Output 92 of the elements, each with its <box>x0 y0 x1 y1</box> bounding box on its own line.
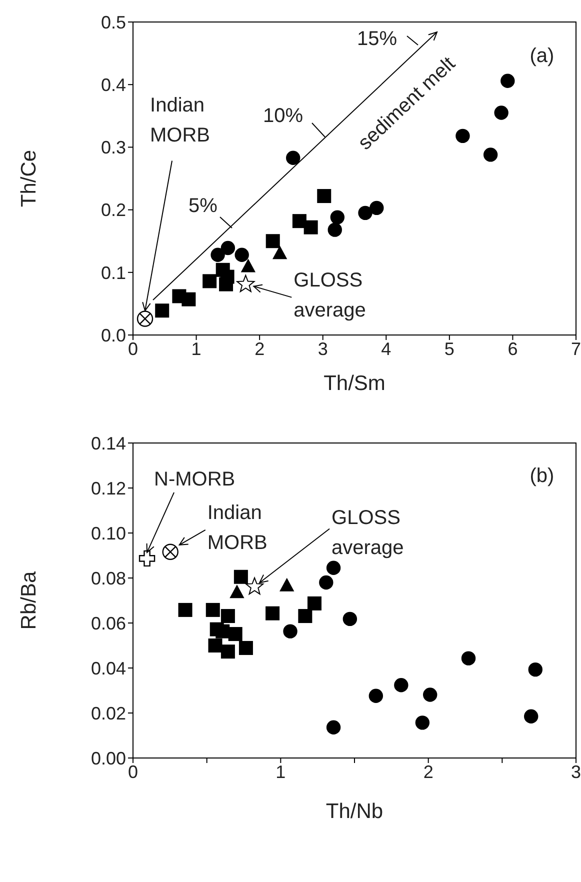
y-tick-label: 0.08 <box>90 568 126 588</box>
point <box>326 720 341 734</box>
y-axis-title: Rb/Ba <box>17 571 40 630</box>
point <box>228 627 242 642</box>
x-tick-label: 2 <box>423 762 434 782</box>
x-tick-label: 0 <box>128 762 138 782</box>
x-tick-label: 3 <box>570 762 581 782</box>
point <box>182 292 196 306</box>
y-tick-label: 0.0 <box>100 325 126 346</box>
point <box>370 200 384 216</box>
point <box>283 624 298 638</box>
y-tick-label: 0.14 <box>90 433 126 454</box>
y-tick-label: 0.1 <box>100 262 126 283</box>
point <box>342 612 358 626</box>
annotation: (a) <box>530 45 554 67</box>
x-tick-label: 2 <box>254 338 265 359</box>
point <box>220 609 235 624</box>
x-tick-label: 4 <box>381 338 392 359</box>
point <box>524 709 538 724</box>
point <box>358 206 372 220</box>
x-tick-label: 7 <box>570 338 581 359</box>
point <box>394 678 408 692</box>
annotation: 15% <box>356 28 398 50</box>
point <box>266 234 280 248</box>
point <box>178 602 192 617</box>
point <box>230 585 244 598</box>
annotation: Indian MORB <box>150 94 210 147</box>
point <box>238 640 253 655</box>
y-tick-label: 0.2 <box>100 200 126 220</box>
point <box>415 716 430 730</box>
point <box>234 570 248 584</box>
point <box>494 106 508 120</box>
point <box>220 240 236 256</box>
point <box>236 274 255 292</box>
point <box>206 602 220 617</box>
point <box>136 310 154 327</box>
annotation: (b) <box>530 465 554 487</box>
annotation: GLOSS average <box>332 506 404 559</box>
y-tick-label: 0.02 <box>90 703 126 724</box>
x-tick-label: 6 <box>508 338 518 359</box>
point <box>319 575 334 590</box>
x-tick-label: 0 <box>128 338 138 359</box>
point <box>138 550 156 567</box>
point <box>307 596 322 610</box>
point <box>292 214 306 228</box>
x-axis-title: Th/Nb <box>326 800 384 823</box>
y-tick-label: 0.00 <box>90 748 126 768</box>
point <box>210 248 225 262</box>
point <box>245 577 264 595</box>
x-tick-label: 1 <box>276 762 286 782</box>
annotation: 5% <box>188 195 218 217</box>
point <box>483 148 498 162</box>
y-axis-title: Th/Ce <box>17 150 40 208</box>
point <box>220 644 235 659</box>
point <box>317 189 332 204</box>
point <box>219 277 234 292</box>
point <box>202 274 217 288</box>
point <box>286 150 300 165</box>
point <box>304 220 318 234</box>
annotation: Indian MORB <box>207 502 268 554</box>
point <box>368 688 384 703</box>
y-tick-label: 0.12 <box>90 478 126 498</box>
y-tick-label: 0.04 <box>90 658 126 678</box>
point <box>280 578 294 592</box>
annotation: GLOSS average <box>294 269 366 322</box>
point <box>266 606 280 620</box>
point <box>272 246 287 260</box>
y-tick-label: 0.10 <box>90 523 126 544</box>
point <box>208 638 222 652</box>
point <box>326 560 341 575</box>
point <box>528 662 542 677</box>
y-tick-label: 0.3 <box>100 138 126 158</box>
point <box>162 544 178 560</box>
x-tick-label: 5 <box>444 338 454 359</box>
point <box>155 304 170 318</box>
point <box>328 222 342 237</box>
point <box>298 609 312 624</box>
y-tick-label: 0.5 <box>100 12 126 32</box>
x-axis-title: Th/Sm <box>324 372 386 395</box>
point <box>234 248 249 262</box>
x-tick-label: 3 <box>318 338 328 359</box>
y-tick-label: 0.4 <box>100 74 126 95</box>
point <box>241 259 256 272</box>
x-tick-label: 1 <box>191 338 202 359</box>
point <box>423 688 438 702</box>
point <box>330 210 345 224</box>
annotation: 10% <box>262 105 304 127</box>
annotation: N-MORB <box>154 468 236 490</box>
point <box>456 128 470 144</box>
y-tick-label: 0.06 <box>90 613 126 634</box>
point <box>500 74 515 88</box>
point <box>461 651 476 666</box>
